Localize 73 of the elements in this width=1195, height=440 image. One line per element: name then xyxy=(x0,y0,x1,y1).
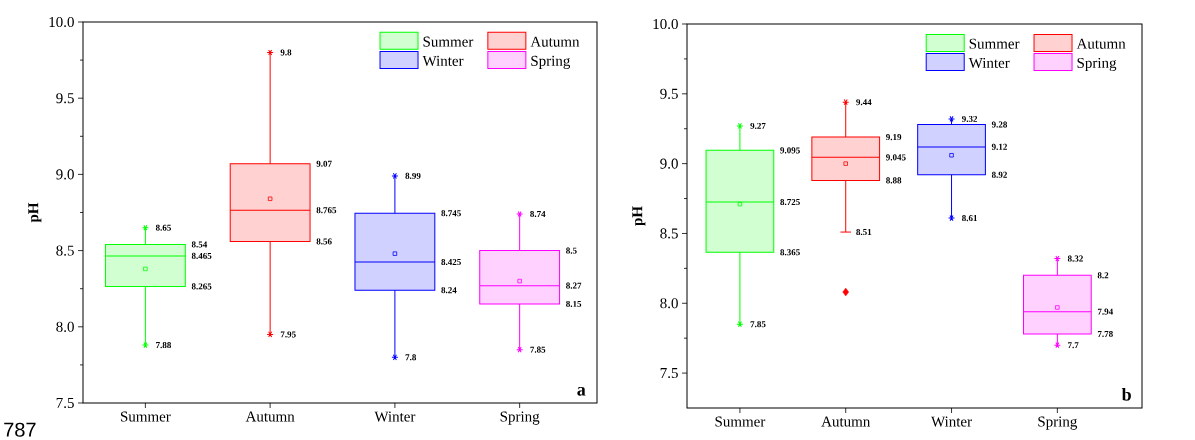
y-tick-label: 9.5 xyxy=(56,93,74,104)
annotation: 9.27 xyxy=(750,122,766,129)
annotation: 7.94 xyxy=(1097,308,1113,315)
x-tick-label: Winter xyxy=(931,416,972,427)
legend-label: Autumn xyxy=(1076,38,1126,49)
annotation: 8.99 xyxy=(405,172,421,179)
annotation: 8.5 xyxy=(566,247,577,254)
annotation: 8.425 xyxy=(441,258,461,266)
x-tick-label: Spring xyxy=(1038,416,1078,430)
annotation: 8.27 xyxy=(566,282,582,289)
annotation: 9.32 xyxy=(961,115,978,122)
y-tick-label: 8.5 xyxy=(660,228,678,239)
legend-label: Summer xyxy=(423,36,474,47)
annotation: 8.24 xyxy=(441,287,457,294)
annotation: 7.7 xyxy=(1068,342,1079,349)
annotation: 8.745 xyxy=(441,210,461,217)
x-tick-label: Autumn xyxy=(245,411,295,422)
y-axis-title: pH xyxy=(28,202,42,223)
x-tick-label: Spring xyxy=(500,411,540,425)
annotation: 9.28 xyxy=(991,121,1008,128)
annotation: 8.61 xyxy=(962,215,978,222)
annotation: 9.12 xyxy=(991,143,1007,150)
annotation: a xyxy=(577,387,586,396)
annotation: 8.15 xyxy=(566,300,582,307)
legend-label: Spring xyxy=(531,55,571,69)
annotation: 9.8 xyxy=(280,49,292,56)
annotation: 7.8 xyxy=(405,354,417,361)
y-tick-label: 9.0 xyxy=(660,158,678,169)
y-tick-label: 10.0 xyxy=(49,16,74,28)
annotation: 8.465 xyxy=(191,252,212,259)
annotation: 8.92 xyxy=(991,171,1007,178)
annotation: 7.95 xyxy=(280,331,296,338)
legend-label: Autumn xyxy=(530,36,580,47)
annotation: 8.32 xyxy=(1067,255,1083,262)
y-tick-label: 9.5 xyxy=(660,88,678,99)
annotation: 9.19 xyxy=(886,134,902,141)
annotation: 9.07 xyxy=(316,160,332,167)
y-tick-label: 10.0 xyxy=(653,18,678,30)
x-tick-label: Summer xyxy=(715,416,766,427)
annotation: 7.85 xyxy=(750,321,766,328)
annotation: 8.365 xyxy=(780,249,800,256)
x-tick-label: Summer xyxy=(120,411,171,422)
annotation: 8.56 xyxy=(316,238,332,245)
annotation: 8.265 xyxy=(191,283,212,290)
y-tick-label: 7.5 xyxy=(56,397,74,409)
annotation: 8.51 xyxy=(856,229,872,236)
y-tick-label: 8.5 xyxy=(56,245,74,256)
x-tick-label: Autumn xyxy=(821,416,871,427)
legend-label: Winter xyxy=(968,57,1010,69)
annotation: 8.74 xyxy=(530,210,546,218)
annotation: 7.85 xyxy=(530,346,546,353)
legend-label: Winter xyxy=(422,55,464,66)
annotation: 8.54 xyxy=(191,241,208,248)
annotation: 9.045 xyxy=(886,154,906,161)
annotation: 7.78 xyxy=(1097,330,1113,338)
y-tick-label: 9.0 xyxy=(56,169,74,180)
annotation: 8.2 xyxy=(1097,272,1109,279)
y-axis-title: pH xyxy=(632,206,646,226)
annotation: 8.88 xyxy=(886,177,902,184)
annotation: 8.725 xyxy=(780,198,800,206)
legend-label: Summer xyxy=(969,38,1020,49)
y-tick-label: 7.5 xyxy=(660,368,678,379)
annotation: b xyxy=(1121,387,1131,401)
annotation: 7.88 xyxy=(156,342,172,349)
annotation: 8.65 xyxy=(155,224,171,231)
x-tick-label: Winter xyxy=(374,411,416,422)
annotation: 8.765 xyxy=(316,207,337,214)
annotation: 9.44 xyxy=(856,99,872,106)
y-tick-label: 8.0 xyxy=(56,321,74,332)
annotation: 9.095 xyxy=(780,147,800,154)
text: 787 xyxy=(4,422,36,437)
legend-label: Spring xyxy=(1077,57,1117,72)
y-tick-label: 8.0 xyxy=(660,298,678,309)
